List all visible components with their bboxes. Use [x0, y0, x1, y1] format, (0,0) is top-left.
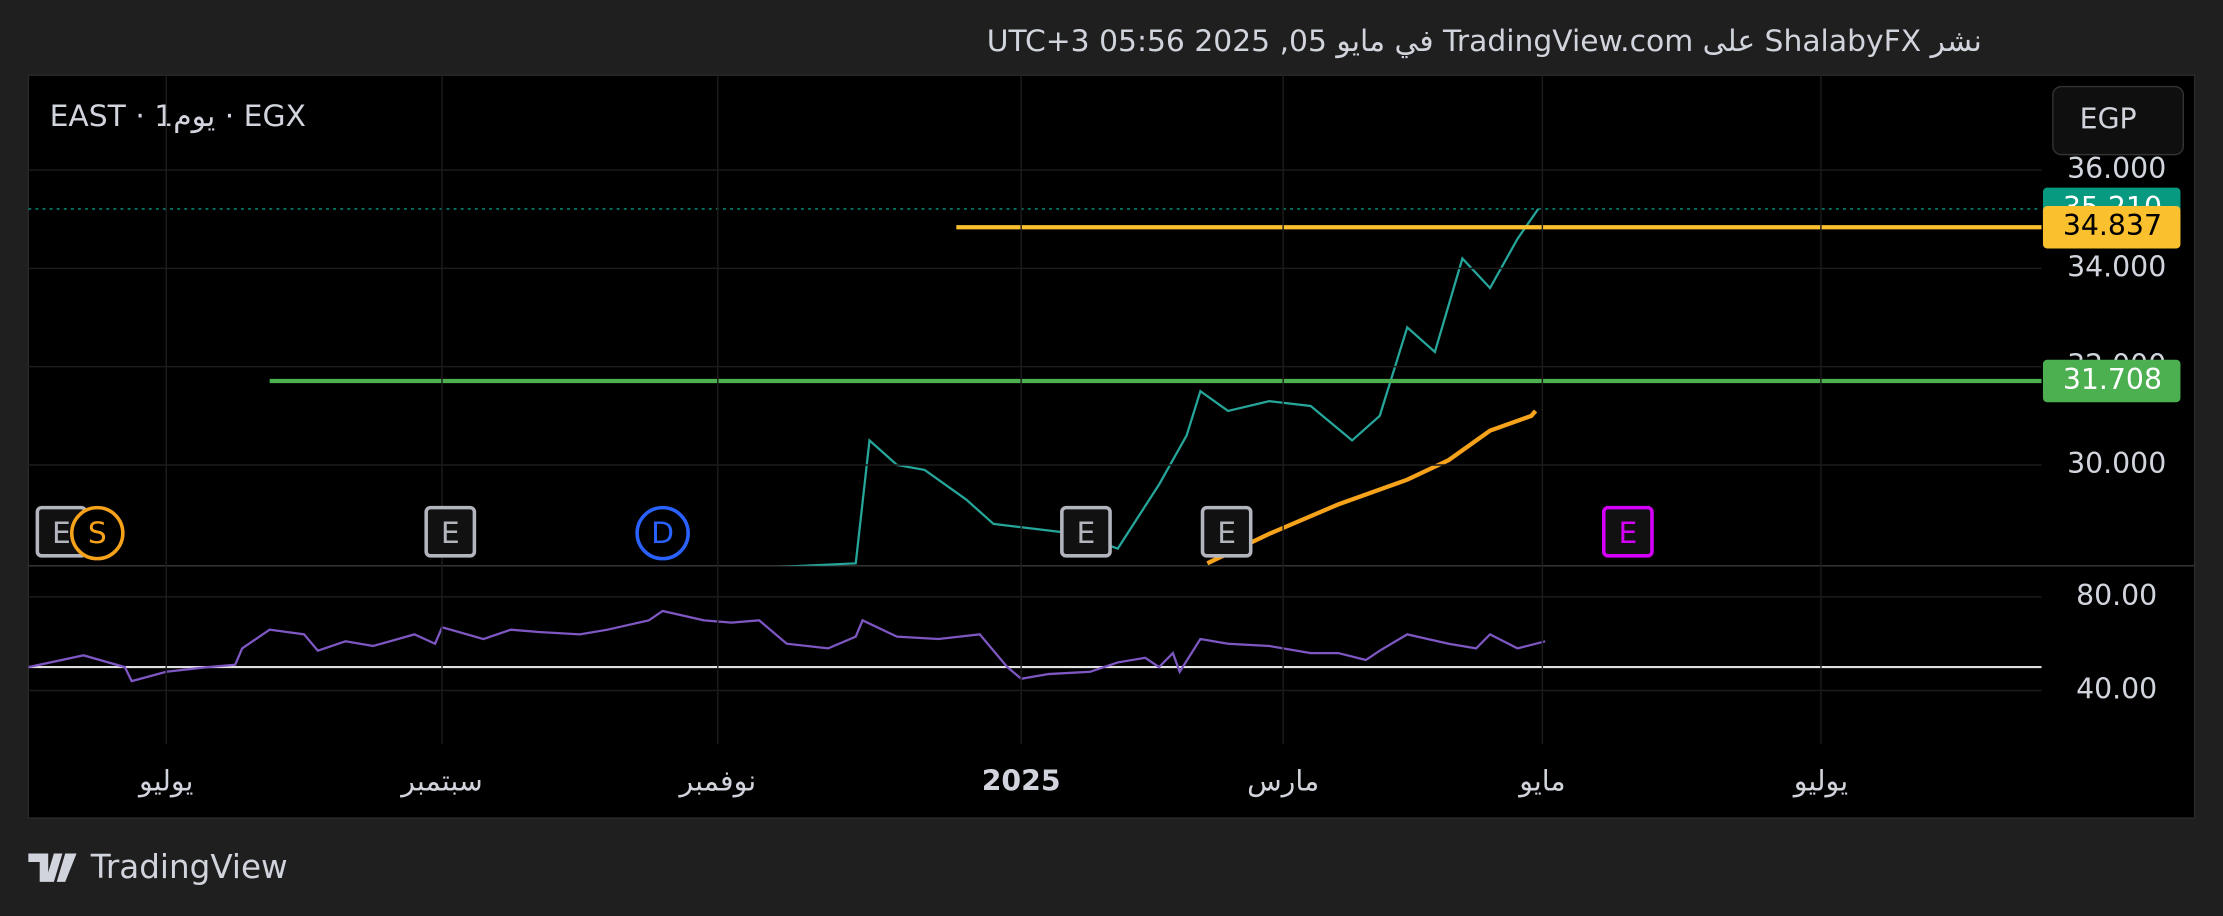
- price-badge-label: 31.708: [2063, 363, 2162, 396]
- y-tick-label: 80.00: [2076, 579, 2157, 612]
- chart-panel: [27, 74, 2196, 819]
- event-marker: [1601, 505, 1654, 558]
- event-label: E: [1618, 516, 1637, 551]
- x-tick-label: يوليو: [137, 765, 193, 798]
- event-label: E: [1077, 516, 1096, 551]
- x-tick-label: 2025: [982, 765, 1061, 798]
- y-tick-label: 34.000: [2067, 250, 2166, 283]
- x-tick-label: مايو: [1517, 765, 1565, 798]
- series-line: [28, 609, 1546, 683]
- logo: [28, 853, 77, 882]
- event-marker: [1200, 505, 1253, 558]
- header: نشر ShalabyFX على TradingView.com في ماي…: [987, 24, 1982, 59]
- axes: يوليو سبتمبر نوفمبر 2025 مارس مايو يوليو 30.000…: [28, 75, 2181, 798]
- x-tick-label: يوليو: [1792, 765, 1848, 798]
- currency[interactable]: EGP: [2080, 103, 2137, 136]
- event-label: E: [441, 516, 460, 551]
- currency-button[interactable]: [2052, 85, 2185, 156]
- price-badge: [2042, 359, 2181, 403]
- price-pane: [28, 208, 2042, 566]
- footer-brand: TradingView: [90, 848, 288, 886]
- price-badge-label: 34.837: [2063, 209, 2162, 242]
- series-line: [1206, 409, 1538, 566]
- event-marker: [70, 505, 125, 561]
- event-label: E: [52, 516, 71, 551]
- event-label: S: [88, 516, 107, 551]
- price-badge: [2042, 205, 2181, 249]
- x-tick-label: نوفمبر: [677, 765, 756, 798]
- x-tick-label: مارس: [1247, 765, 1319, 798]
- event-marker: [1060, 505, 1112, 558]
- event-label: D: [651, 516, 674, 551]
- symbol: EAST · 1يوم · EGX: [50, 99, 306, 134]
- rsi-pane: [28, 609, 2042, 683]
- event-label: E: [1217, 516, 1236, 551]
- x-tick-label: سبتمبر: [399, 765, 482, 798]
- y-tick-label: 40.00: [2076, 672, 2157, 705]
- y-tick-label: 30.000: [2067, 447, 2166, 480]
- series-line: [779, 208, 1540, 566]
- event-marker: [635, 505, 690, 561]
- y-tick-label: 36.000: [2067, 152, 2166, 185]
- event-marker: [424, 505, 477, 558]
